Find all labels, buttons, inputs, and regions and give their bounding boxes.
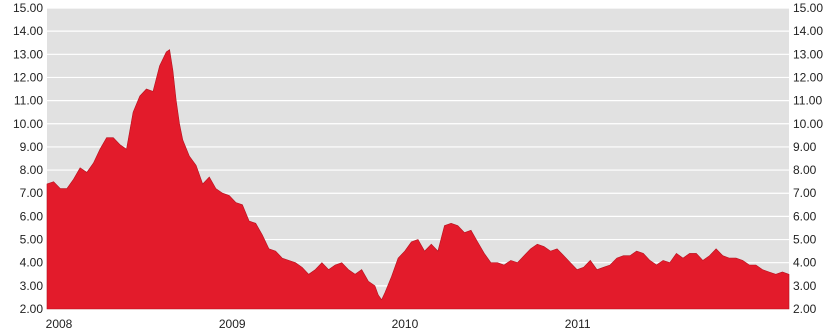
y-tick-label-left: 10.00 xyxy=(13,117,43,131)
y-tick-label-right: 7.00 xyxy=(793,186,817,200)
y-tick-label-left: 12.00 xyxy=(13,70,43,84)
y-tick-label-left: 9.00 xyxy=(20,140,44,154)
y-tick-label-right: 11.00 xyxy=(793,94,822,108)
y-tick-label-left: 15.00 xyxy=(13,1,43,15)
x-axis: 2008 2009 2010 2011 xyxy=(46,317,591,331)
x-tick-label: 2011 xyxy=(565,317,591,331)
y-tick-label-left: 7.00 xyxy=(20,186,44,200)
y-tick-label-right: 9.00 xyxy=(793,140,817,154)
y-tick-label-left: 13.00 xyxy=(13,47,43,61)
x-tick-label: 2009 xyxy=(219,317,246,331)
y-tick-label-right: 2.00 xyxy=(793,302,817,316)
y-tick-label-right: 6.00 xyxy=(793,209,817,223)
x-tick-label: 2010 xyxy=(392,317,419,331)
y-tick-label-right: 3.00 xyxy=(793,279,817,293)
y-tick-label-left: 6.00 xyxy=(20,209,44,223)
y-tick-label-right: 14.00 xyxy=(793,24,823,38)
y-axis-left: 2.00 3.00 4.00 5.00 6.00 7.00 8.00 9.00 10.00 11.… xyxy=(13,1,43,316)
y-tick-label-left: 11.00 xyxy=(14,94,43,108)
y-tick-label-left: 2.00 xyxy=(20,302,44,316)
y-tick-label-right: 8.00 xyxy=(793,163,817,177)
y-tick-label-right: 12.00 xyxy=(793,70,823,84)
y-tick-label-right: 15.00 xyxy=(793,1,823,15)
y-tick-label-left: 5.00 xyxy=(20,233,44,247)
y-tick-label-right: 5.00 xyxy=(793,233,817,247)
y-tick-label-left: 8.00 xyxy=(20,163,44,177)
y-tick-label-right: 13.00 xyxy=(793,47,823,61)
y-tick-label-right: 4.00 xyxy=(793,256,817,270)
x-tick-label: 2008 xyxy=(46,317,73,331)
price-area xyxy=(46,49,790,310)
y-tick-label-left: 14.00 xyxy=(13,24,43,38)
y-tick-label-left: 4.00 xyxy=(20,256,44,270)
y-tick-label-right: 10.00 xyxy=(793,117,823,131)
y-axis-right: 2.00 3.00 4.00 5.00 6.00 7.00 8.00 9.00 10.00 11.… xyxy=(793,1,823,316)
y-tick-label-left: 3.00 xyxy=(20,279,44,293)
